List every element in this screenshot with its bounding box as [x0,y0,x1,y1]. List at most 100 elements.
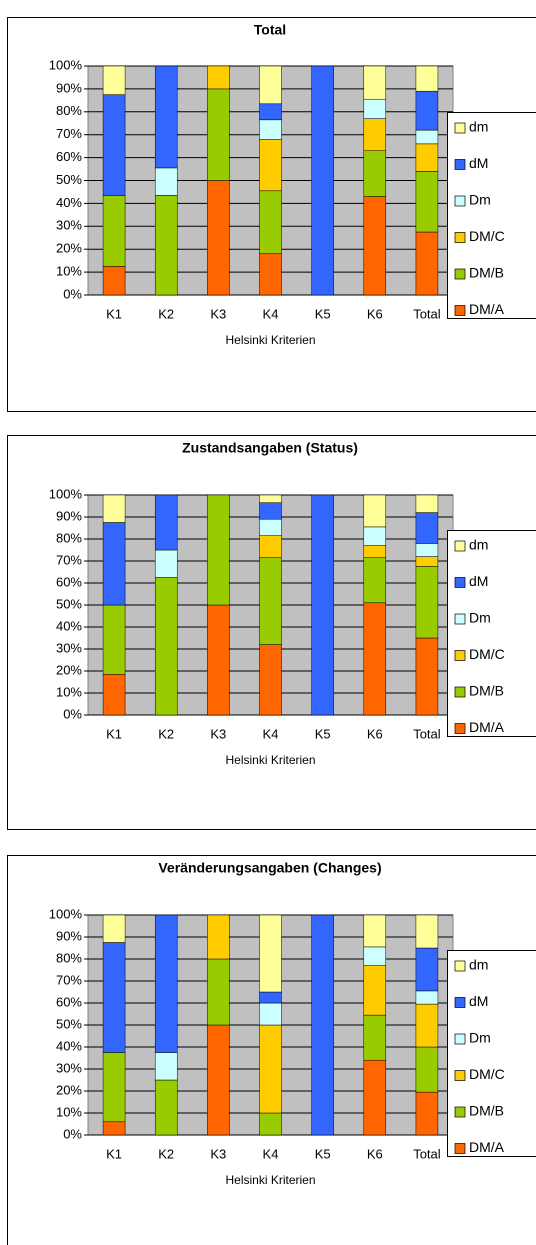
bar-segment [102,942,126,1053]
y-tick-label: 80% [56,530,82,545]
legend-swatch [454,686,466,698]
bar-segment [154,914,178,1053]
legend-box [447,530,536,737]
x-tick-label: K1 [106,1146,122,1161]
y-tick-label: 30% [56,218,82,233]
y-tick-label: 10% [56,264,82,279]
bar-segment [102,65,126,95]
y-tick-label: 10% [56,1104,82,1119]
bar-segment [415,990,439,1005]
y-tick-label: 40% [56,195,82,210]
bar-segment [311,65,334,296]
legend-label: DM/A [469,1139,505,1155]
legend-swatch [454,305,466,316]
chart-title: Total [254,22,286,38]
bar-segment [102,195,126,267]
legend-label: DM/C [469,1066,505,1082]
legend-swatch [454,159,466,170]
legend-label: Dm [469,192,491,208]
legend-label: DM/B [469,265,504,281]
bar-segment [363,965,387,1016]
bar-segment [415,556,439,567]
bar-segment [363,526,387,546]
y-tick-label: 60% [56,149,82,164]
bar-segment [311,914,334,1136]
y-tick-label: 0% [63,706,82,721]
legend-label: DM/C [469,228,505,244]
legend-swatch [454,540,466,552]
bar-segment [259,190,282,255]
y-tick-label: 90% [56,928,82,943]
y-tick-label: 30% [56,1060,82,1075]
bar-segment [207,914,230,960]
bar-segment [415,637,439,716]
bar-segment [415,231,439,296]
x-tick-label: Total [413,1146,441,1161]
bar-segment [415,90,439,131]
x-tick-label: K1 [106,726,122,741]
x-tick-label: K5 [315,1146,331,1161]
chart-title: Veränderungsangaben (Changes) [158,860,381,876]
bar-segment [415,171,439,233]
legend-box [447,112,536,319]
y-tick-label: 50% [56,596,82,611]
y-tick-label: 80% [56,103,82,118]
legend-swatch [454,997,466,1008]
bar-segment [311,494,334,716]
y-tick-label: 0% [63,1126,82,1141]
bar-segment [259,914,282,993]
x-tick-label: K4 [263,1146,279,1161]
bar-segment [207,494,230,606]
bar-segment [363,557,387,604]
y-tick-label: 0% [63,286,82,301]
bar-segment [259,535,282,558]
bar-segment [154,494,178,551]
bar-segment [259,644,282,716]
bar-segment [154,195,178,296]
bar-segment [154,577,178,716]
x-tick-label: K2 [158,1146,174,1161]
x-tick-label: K3 [210,306,226,321]
bar-segment [363,1014,387,1061]
x-tick-label: K6 [367,1146,383,1161]
bar-segment [415,947,439,992]
bar-segment [154,1052,178,1081]
bar-segment [102,914,126,943]
bar-segment [259,1112,282,1136]
y-tick-label: 100% [49,906,83,921]
bar-segment [154,1079,178,1136]
legend-label: DM/B [469,1103,504,1119]
legend-swatch [454,232,466,243]
legend-label: dM [469,993,488,1009]
legend-label: DM/C [469,646,505,662]
y-tick-label: 50% [56,1016,82,1031]
bar-segment [207,1024,230,1136]
bar-segment [363,494,387,528]
bar-segment [415,512,439,544]
bar-segment [259,518,282,536]
y-tick-label: 100% [49,486,83,501]
legend-swatch [454,723,466,734]
x-tick-label: K2 [158,726,174,741]
bar-segment [154,549,178,578]
bar-segment [259,253,282,296]
bar-segment [102,604,126,675]
y-tick-label: 90% [56,80,82,95]
bar-segment [363,98,387,119]
y-tick-label: 40% [56,1038,82,1053]
x-tick-label: K4 [263,726,279,741]
legend-swatch [454,577,466,588]
bar-segment [415,543,439,557]
legend-label: dm [469,537,488,553]
legend-swatch [454,122,466,134]
y-tick-label: 100% [49,57,83,72]
y-tick-label: 70% [56,972,82,987]
y-tick-label: 80% [56,950,82,965]
bar-segment [415,1046,439,1093]
bar-segment [259,103,282,121]
bar-segment [415,566,439,639]
bar-segment [363,150,387,197]
bar-segment [259,557,282,645]
x-axis-title: Helsinki Kriterien [225,753,315,767]
